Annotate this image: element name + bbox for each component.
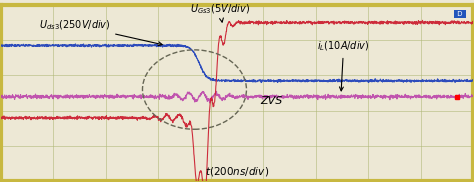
Text: $U_{ds3}(250V/div)$: $U_{ds3}(250V/div)$ <box>38 18 162 46</box>
Text: $U_{Gs3}(5V/div)$: $U_{Gs3}(5V/div)$ <box>190 2 250 22</box>
Text: ZVS: ZVS <box>261 96 283 106</box>
Text: $i_L(10A/div)$: $i_L(10A/div)$ <box>318 39 370 91</box>
Text: D: D <box>455 11 465 17</box>
Text: $t(200ns/div)$: $t(200ns/div)$ <box>205 165 269 178</box>
